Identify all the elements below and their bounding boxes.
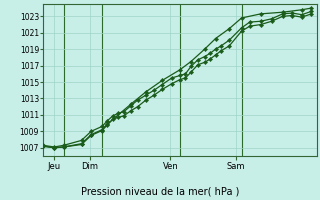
Text: Pression niveau de la mer( hPa ): Pression niveau de la mer( hPa ) xyxy=(81,186,239,196)
